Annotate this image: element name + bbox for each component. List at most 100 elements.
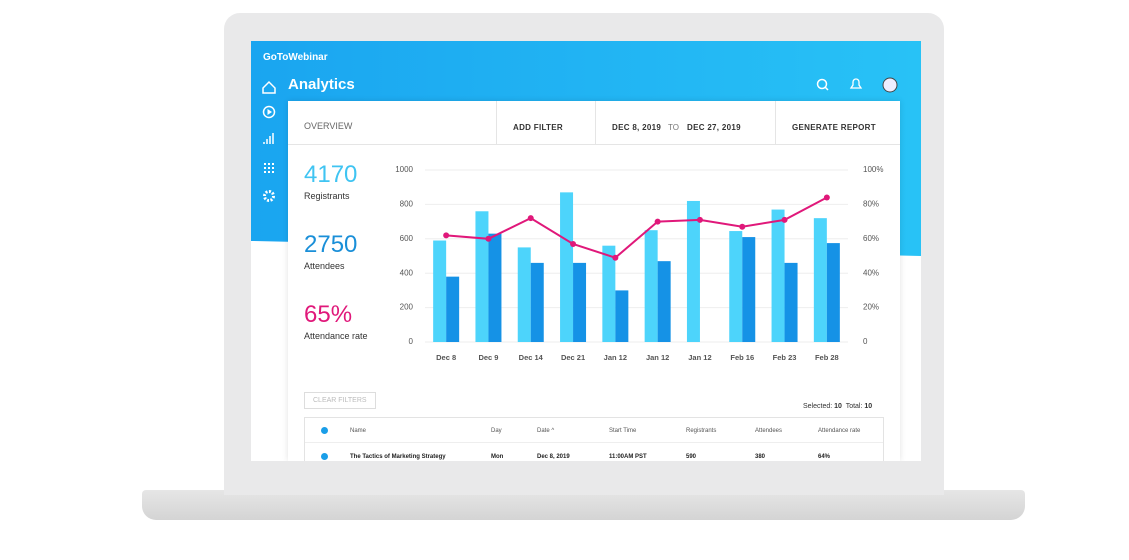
bar [475, 211, 489, 342]
line-point [485, 235, 492, 242]
settings-icon[interactable] [263, 190, 275, 202]
toolbar [288, 101, 900, 145]
total: 10 [864, 403, 873, 410]
bar [615, 290, 629, 342]
header-icons [816, 77, 898, 93]
bar [813, 218, 827, 342]
y-tick-label: 400 [400, 268, 414, 277]
x-tick-label: Feb 23 [773, 353, 797, 362]
line-point [654, 218, 661, 225]
y-tick-label: 1000 [395, 165, 413, 174]
cell: Mon [491, 454, 504, 460]
header-checkbox [321, 427, 328, 434]
line-point [443, 232, 450, 239]
search-icon[interactable] [816, 78, 828, 90]
selected: 10 [834, 403, 842, 410]
bar [742, 237, 756, 342]
bell-icon[interactable] [849, 78, 863, 89]
page-title: Analytics [288, 76, 355, 93]
analytics-icon[interactable] [263, 133, 274, 144]
selection-count: Selected: 10 Total: 10 [803, 403, 872, 410]
bar [729, 231, 743, 342]
x-tick-label: Feb 28 [815, 353, 839, 362]
cell: The Tactics of Marketing Strategy [350, 454, 446, 460]
column-header: Day [491, 428, 502, 434]
cell: 380 [755, 454, 766, 460]
column-header: Start Time [609, 428, 637, 434]
column-header: Registrants [686, 428, 717, 434]
x-tick-label: Jan 12 [646, 353, 669, 362]
overview-label: OVERVIEW [304, 121, 353, 131]
play-icon[interactable] [262, 105, 276, 119]
stat-label: Attendance rate [304, 331, 368, 341]
stat-value: 65% [304, 301, 353, 328]
bar [602, 245, 616, 342]
logo: GoToWebinar [263, 52, 328, 63]
y-tick-label: 200 [400, 303, 414, 312]
line-point [527, 215, 534, 222]
bar [446, 276, 460, 342]
line-point [823, 194, 830, 201]
screen: GoToWebinar Analytics OVERVIEW ADD FILTE… [251, 41, 921, 461]
line [446, 196, 828, 259]
play-triangle [267, 109, 272, 115]
total-label: Total: [845, 403, 863, 410]
date-to[interactable]: DEC 27, 2019 [687, 123, 741, 132]
laptop-base [142, 490, 1025, 520]
line-point [612, 254, 619, 261]
apps-icon[interactable] [264, 163, 274, 173]
row-checkbox [321, 453, 328, 460]
x-tick-label: Dec 21 [561, 353, 585, 362]
add-filter[interactable]: ADD FILTER [513, 123, 563, 132]
column-header: Name [350, 428, 367, 434]
chart: 0 200 400 600 800 1000 0 20% 40% 60% 80% 100% Dec 8 D… [395, 165, 883, 362]
home-icon[interactable] [262, 80, 276, 94]
sidebar[interactable] [259, 77, 279, 207]
date-from[interactable]: DEC 8, 2019 [612, 123, 662, 132]
stat-label: Registrants [304, 191, 350, 201]
x-tick-label: Feb 16 [730, 353, 754, 362]
column-header: Attendance rate [818, 428, 861, 434]
selected-label: Selected: [803, 403, 833, 410]
line-point [570, 240, 577, 247]
x-tick-label: Dec 8 [436, 353, 456, 362]
date-to-label: TO [668, 123, 679, 132]
x-tick-label: Dec 14 [519, 353, 544, 362]
cell: 11:00AM PST [609, 454, 647, 460]
bar [771, 209, 785, 342]
bar [560, 192, 574, 342]
y-tick-label: 800 [400, 200, 414, 209]
y2-tick-label: 80% [863, 200, 879, 209]
stat-label: Attendees [304, 261, 345, 271]
bar [644, 230, 658, 342]
clear-filters-button[interactable]: CLEAR FILTERS [304, 392, 376, 409]
cell: 590 [686, 454, 697, 460]
x-tick-label: Jan 12 [604, 353, 627, 362]
x-tick-label: Dec 9 [478, 353, 498, 362]
cell: Dec 8, 2019 [537, 454, 570, 460]
y2-tick-label: 0 [863, 337, 868, 346]
bar [530, 262, 544, 342]
y2-tick-label: 20% [863, 303, 879, 312]
y2-tick-label: 40% [863, 268, 879, 277]
y-tick-label: 0 [409, 337, 414, 346]
stat-value: 4170 [304, 161, 358, 188]
card: OVERVIEW ADD FILTER DEC 8, 2019 TO DEC 2… [288, 101, 900, 461]
y2-tick-label: 60% [863, 234, 879, 243]
table: Name Day Date ^ Start Time Registrants Attend… [304, 417, 884, 461]
generate-report[interactable]: GENERATE REPORT [792, 123, 876, 132]
avatar[interactable] [882, 77, 898, 93]
line-point [739, 223, 746, 230]
bar [517, 247, 531, 342]
bar [433, 240, 447, 342]
column-header: Attendees [755, 428, 783, 434]
bar [573, 262, 587, 342]
bar [826, 243, 840, 342]
stat-value: 2750 [304, 231, 358, 258]
line-point [781, 216, 788, 223]
bar [686, 200, 700, 342]
bar [657, 261, 671, 342]
bar [488, 233, 502, 342]
row-separator [305, 442, 883, 443]
